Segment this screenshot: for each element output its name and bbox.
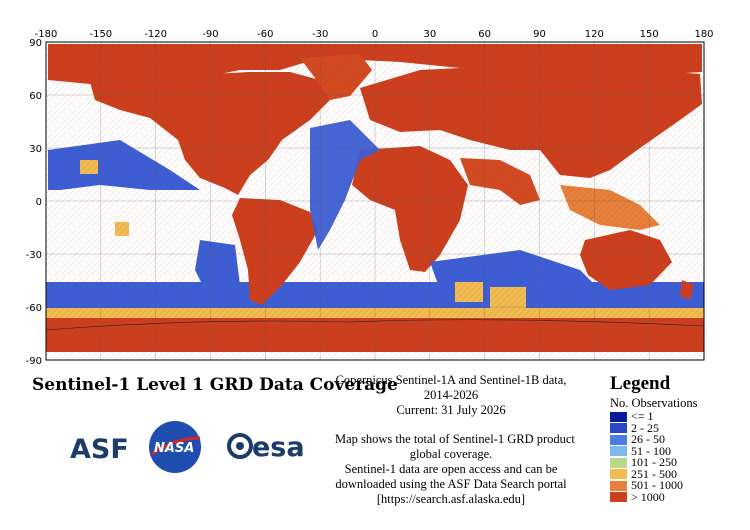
desc-line-5: global coverage.: [409, 447, 493, 461]
desc-line-1: Copernicus Sentinel-1A and Sentinel-1B d…: [335, 373, 567, 387]
lon-tick-label: -180: [35, 29, 58, 40]
lat-tick-label: -60: [26, 303, 42, 314]
desc-line-4: Map shows the total of Sentinel-1 GRD pr…: [335, 432, 575, 446]
legend-swatch: [610, 446, 627, 457]
lon-tick-label: 120: [585, 29, 604, 40]
lat-tick-label: 0: [36, 197, 42, 208]
desc-line-2: 2014-2026: [423, 388, 479, 402]
longitude-labels: -180 -150 -120 -90 -60 -30 0 30 60 90 120 150 180: [35, 29, 714, 40]
world-map-svg: -180 -150 -120 -90 -60 -30 0 30 60 90 120 150 180 90…: [26, 29, 714, 367]
lat-tick-label: -30: [26, 250, 42, 261]
lat-tick-label: -90: [26, 356, 42, 367]
legend-subtitle: No. Observations: [610, 396, 698, 410]
legend-item: 501 - 1000: [610, 478, 750, 493]
lat-tick-label: 60: [29, 91, 42, 102]
logos: ASF NASA esa: [70, 420, 310, 475]
legend-item: 2 - 25: [610, 420, 750, 435]
legend-swatch: [610, 469, 627, 480]
legend-swatch: [610, 423, 627, 434]
legend-item: <= 1: [610, 409, 750, 424]
legend-item: 101 - 250: [610, 455, 750, 470]
legend-swatch: [610, 411, 627, 422]
lon-tick-label: 0: [372, 29, 378, 40]
lon-tick-label: -60: [257, 29, 273, 40]
desc-line-6: Sentinel-1 data are open access and can …: [344, 462, 558, 476]
legend-item: 51 - 100: [610, 443, 750, 458]
asf-logo-text: ASF: [70, 434, 129, 465]
legend-title: Legend: [610, 373, 671, 394]
desc-line-7: downloaded using the ASF Data Search por…: [335, 477, 567, 491]
lon-tick-label: 150: [640, 29, 659, 40]
desc-line-3: Current: 31 July 2026: [396, 403, 506, 417]
lon-tick-label: 60: [478, 29, 491, 40]
lat-tick-label: 90: [29, 38, 42, 49]
legend-label: <= 1: [631, 409, 654, 424]
lon-tick-label: -90: [202, 29, 218, 40]
legend-item: 26 - 50: [610, 432, 750, 447]
map-description: Copernicus Sentinel-1A and Sentinel-1B d…: [335, 373, 575, 507]
desc-line-8: [https://search.asf.alaska.edu]: [376, 492, 526, 506]
legend-swatch: [610, 457, 627, 468]
lon-tick-label: -150: [89, 29, 112, 40]
map-frame: [45, 41, 705, 361]
latitude-labels: 90 60 30 0 -30 -60 -90: [26, 38, 42, 367]
lat-tick-label: 30: [29, 144, 42, 155]
legend-item: 251 - 500: [610, 466, 750, 481]
legend-label: 26 - 50: [631, 432, 665, 447]
legend-swatch: [610, 480, 627, 491]
legend-item: > 1000: [610, 489, 750, 504]
legend-label: 2 - 25: [631, 420, 659, 435]
lon-tick-label: -120: [144, 29, 167, 40]
legend-label: 501 - 1000: [631, 478, 683, 493]
esa-logo-text: esa: [252, 432, 305, 463]
asf-logo: ASF: [70, 434, 129, 465]
legend-label: 101 - 250: [631, 455, 677, 470]
nasa-logo: NASA: [149, 421, 201, 473]
map-title: Sentinel-1 Level 1 GRD Data Coverage: [32, 375, 398, 395]
lon-tick-label: 30: [423, 29, 436, 40]
lon-tick-label: 180: [694, 29, 713, 40]
lon-tick-label: 90: [533, 29, 546, 40]
lon-tick-label: -30: [312, 29, 328, 40]
legend-label: > 1000: [631, 489, 665, 504]
esa-logo: esa: [227, 432, 305, 463]
legend-label: 51 - 100: [631, 443, 671, 458]
nasa-logo-text: NASA: [154, 441, 194, 456]
legend-swatch: [610, 492, 627, 503]
coverage-map: -180 -150 -120 -90 -60 -30 0 30 60 90 120 150 180 90…: [26, 29, 714, 367]
legend-swatch: [610, 434, 627, 445]
legend-label: 251 - 500: [631, 466, 677, 481]
